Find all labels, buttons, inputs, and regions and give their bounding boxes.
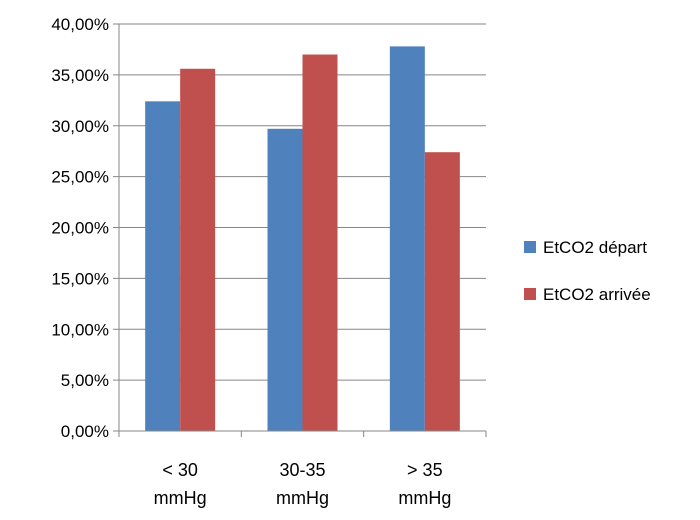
x-tick-label: 30-35 mmHg <box>276 460 329 508</box>
y-tick-label: 10,00% <box>51 320 109 339</box>
y-tick-label: 25,00% <box>51 168 109 187</box>
y-tick-label: 0,00% <box>61 422 109 441</box>
x-tick-label-line: > 35 <box>407 460 443 480</box>
legend-swatch <box>524 288 536 300</box>
x-tick-label-line: 30-35 <box>279 460 325 480</box>
y-tick-label: 40,00% <box>51 15 109 34</box>
x-tick-labels: < 30 mmHg 30-35 mmHg > 35 mmHg <box>154 460 452 508</box>
axes <box>113 23 487 437</box>
y-tick-label: 35,00% <box>51 66 109 85</box>
bars <box>145 46 460 432</box>
bar-depart-2 <box>267 128 303 432</box>
y-tick-label: 5,00% <box>61 371 109 390</box>
legend-label: EtCO2 départ <box>543 238 647 257</box>
y-tick-label: 30,00% <box>51 117 109 136</box>
y-tick-label: 15,00% <box>51 269 109 288</box>
x-tick-label: > 35 mmHg <box>398 460 451 508</box>
y-tick-labels: 0,00% 5,00% 10,00% 15,00% 20,00% 25,00% 30,00%… <box>51 15 109 441</box>
bar-arrivee-2 <box>302 54 338 432</box>
legend: EtCO2 départ EtCO2 arrivée <box>524 238 651 304</box>
legend-label: EtCO2 arrivée <box>543 285 651 304</box>
y-tick-label: 20,00% <box>51 219 109 238</box>
bar-depart-1 <box>145 101 181 431</box>
x-tick-label-line: < 30 <box>162 460 198 480</box>
bar-arrivee-1 <box>180 68 216 432</box>
legend-swatch <box>524 241 536 253</box>
x-tick-label: < 30 mmHg <box>154 460 207 508</box>
bar-depart-3 <box>389 46 425 431</box>
x-tick-label-line: mmHg <box>154 488 207 508</box>
x-tick-label-line: mmHg <box>276 488 329 508</box>
bar-arrivee-3 <box>424 152 460 431</box>
x-tick-label-line: mmHg <box>398 488 451 508</box>
